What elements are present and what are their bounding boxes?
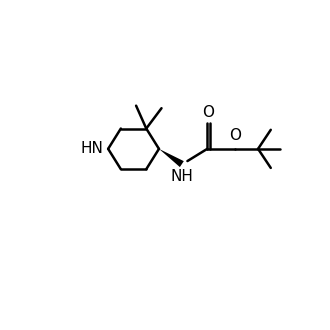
Text: O: O xyxy=(202,105,214,120)
Text: O: O xyxy=(229,128,241,143)
Polygon shape xyxy=(159,149,184,167)
Text: HN: HN xyxy=(81,141,104,156)
Text: NH: NH xyxy=(170,169,193,184)
